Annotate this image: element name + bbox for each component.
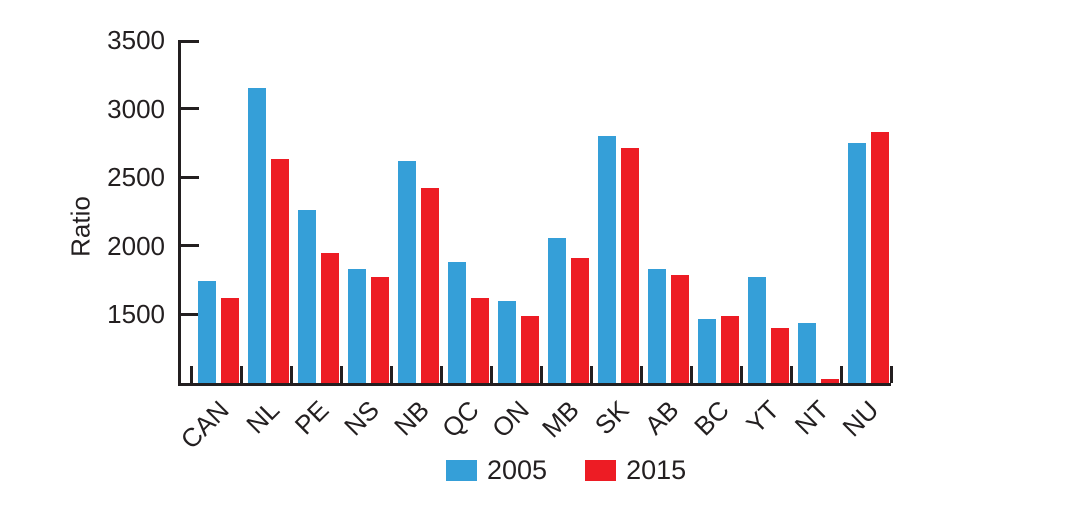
bar-2005-YT [748, 277, 766, 383]
y-tick-label: 3500 [107, 25, 165, 55]
bar-2015-SK [621, 148, 639, 383]
x-category-label: NT [789, 394, 835, 441]
bar-2005-PE [298, 210, 316, 383]
x-tick [589, 366, 593, 383]
x-tick [789, 366, 793, 383]
y-tick-label: 2000 [107, 230, 165, 261]
bar-2015-BC [721, 315, 739, 383]
bar-2005-SK [598, 136, 616, 383]
bar-2005-NT [798, 322, 816, 383]
x-category-label: NU [837, 394, 885, 443]
x-tick [339, 366, 343, 383]
x-tick [239, 366, 243, 383]
bar-2005-MB [548, 237, 566, 383]
legend-item-2005: 2005 [446, 457, 547, 484]
x-category-label: SK [589, 394, 635, 441]
bar-2005-NL [248, 88, 266, 383]
x-tick [839, 366, 843, 383]
bar-2015-CAN [221, 297, 239, 383]
y-tick [181, 40, 199, 43]
y-tick [181, 244, 199, 248]
x-category-label: NS [338, 394, 385, 442]
bar-2015-NB [421, 188, 439, 383]
y-tick-label: 1500 [107, 299, 165, 330]
x-category-label: BC [688, 394, 735, 442]
bar-2005-NS [348, 269, 366, 383]
x-tick [539, 366, 543, 383]
x-category-label: NB [388, 394, 435, 442]
x-tick [289, 366, 293, 383]
x-category-label: NL [240, 394, 285, 440]
x-category-label: QC [436, 394, 485, 444]
x-tick [489, 366, 493, 383]
x-tick [189, 366, 193, 383]
bar-2005-ON [498, 300, 516, 383]
x-category-label: ON [486, 394, 535, 444]
y-tick [181, 312, 199, 316]
bar-2005-NB [398, 160, 416, 383]
x-category-label: CAN [174, 394, 235, 455]
bar-2015-NL [271, 159, 289, 383]
x-tick [389, 366, 393, 383]
y-tick-label: 2500 [107, 162, 165, 193]
bar-2005-CAN [198, 281, 216, 383]
x-tick [689, 366, 693, 383]
y-tick [181, 175, 199, 179]
x-tick [739, 366, 743, 383]
x-tick [439, 366, 443, 383]
x-category-label: PE [289, 394, 335, 441]
bar-2015-AB [671, 274, 689, 383]
y-axis-label: Ratio [65, 196, 96, 257]
legend-swatch-2015 [585, 460, 617, 481]
bar-2005-BC [698, 318, 716, 383]
bar-2015-ON [521, 315, 539, 383]
x-category-label: MB [536, 394, 585, 444]
x-tick [639, 366, 643, 383]
x-category-label: AB [639, 394, 685, 441]
bar-2015-MB [571, 258, 589, 383]
x-category-label: YT [740, 394, 785, 440]
bar-2005-NU [848, 142, 866, 383]
legend-label: 2015 [626, 455, 687, 485]
bar-2015-QC [471, 297, 489, 383]
bar-2005-QC [448, 262, 466, 383]
bar-2015-PE [321, 252, 339, 383]
bar-2015-NS [371, 277, 389, 383]
bar-2005-AB [648, 269, 666, 383]
plot-area [178, 40, 893, 386]
legend-swatch-2005 [446, 460, 477, 481]
y-tick-label: 3000 [107, 93, 165, 124]
legend: 2005 2015 [446, 457, 686, 484]
legend-label: 2005 [487, 455, 548, 485]
legend-item-2015: 2015 [585, 457, 686, 484]
bar-2015-NT [821, 378, 839, 383]
bar-2015-YT [771, 328, 789, 383]
x-tick [889, 366, 893, 383]
y-tick [181, 107, 199, 111]
bar-2015-NU [871, 131, 889, 383]
